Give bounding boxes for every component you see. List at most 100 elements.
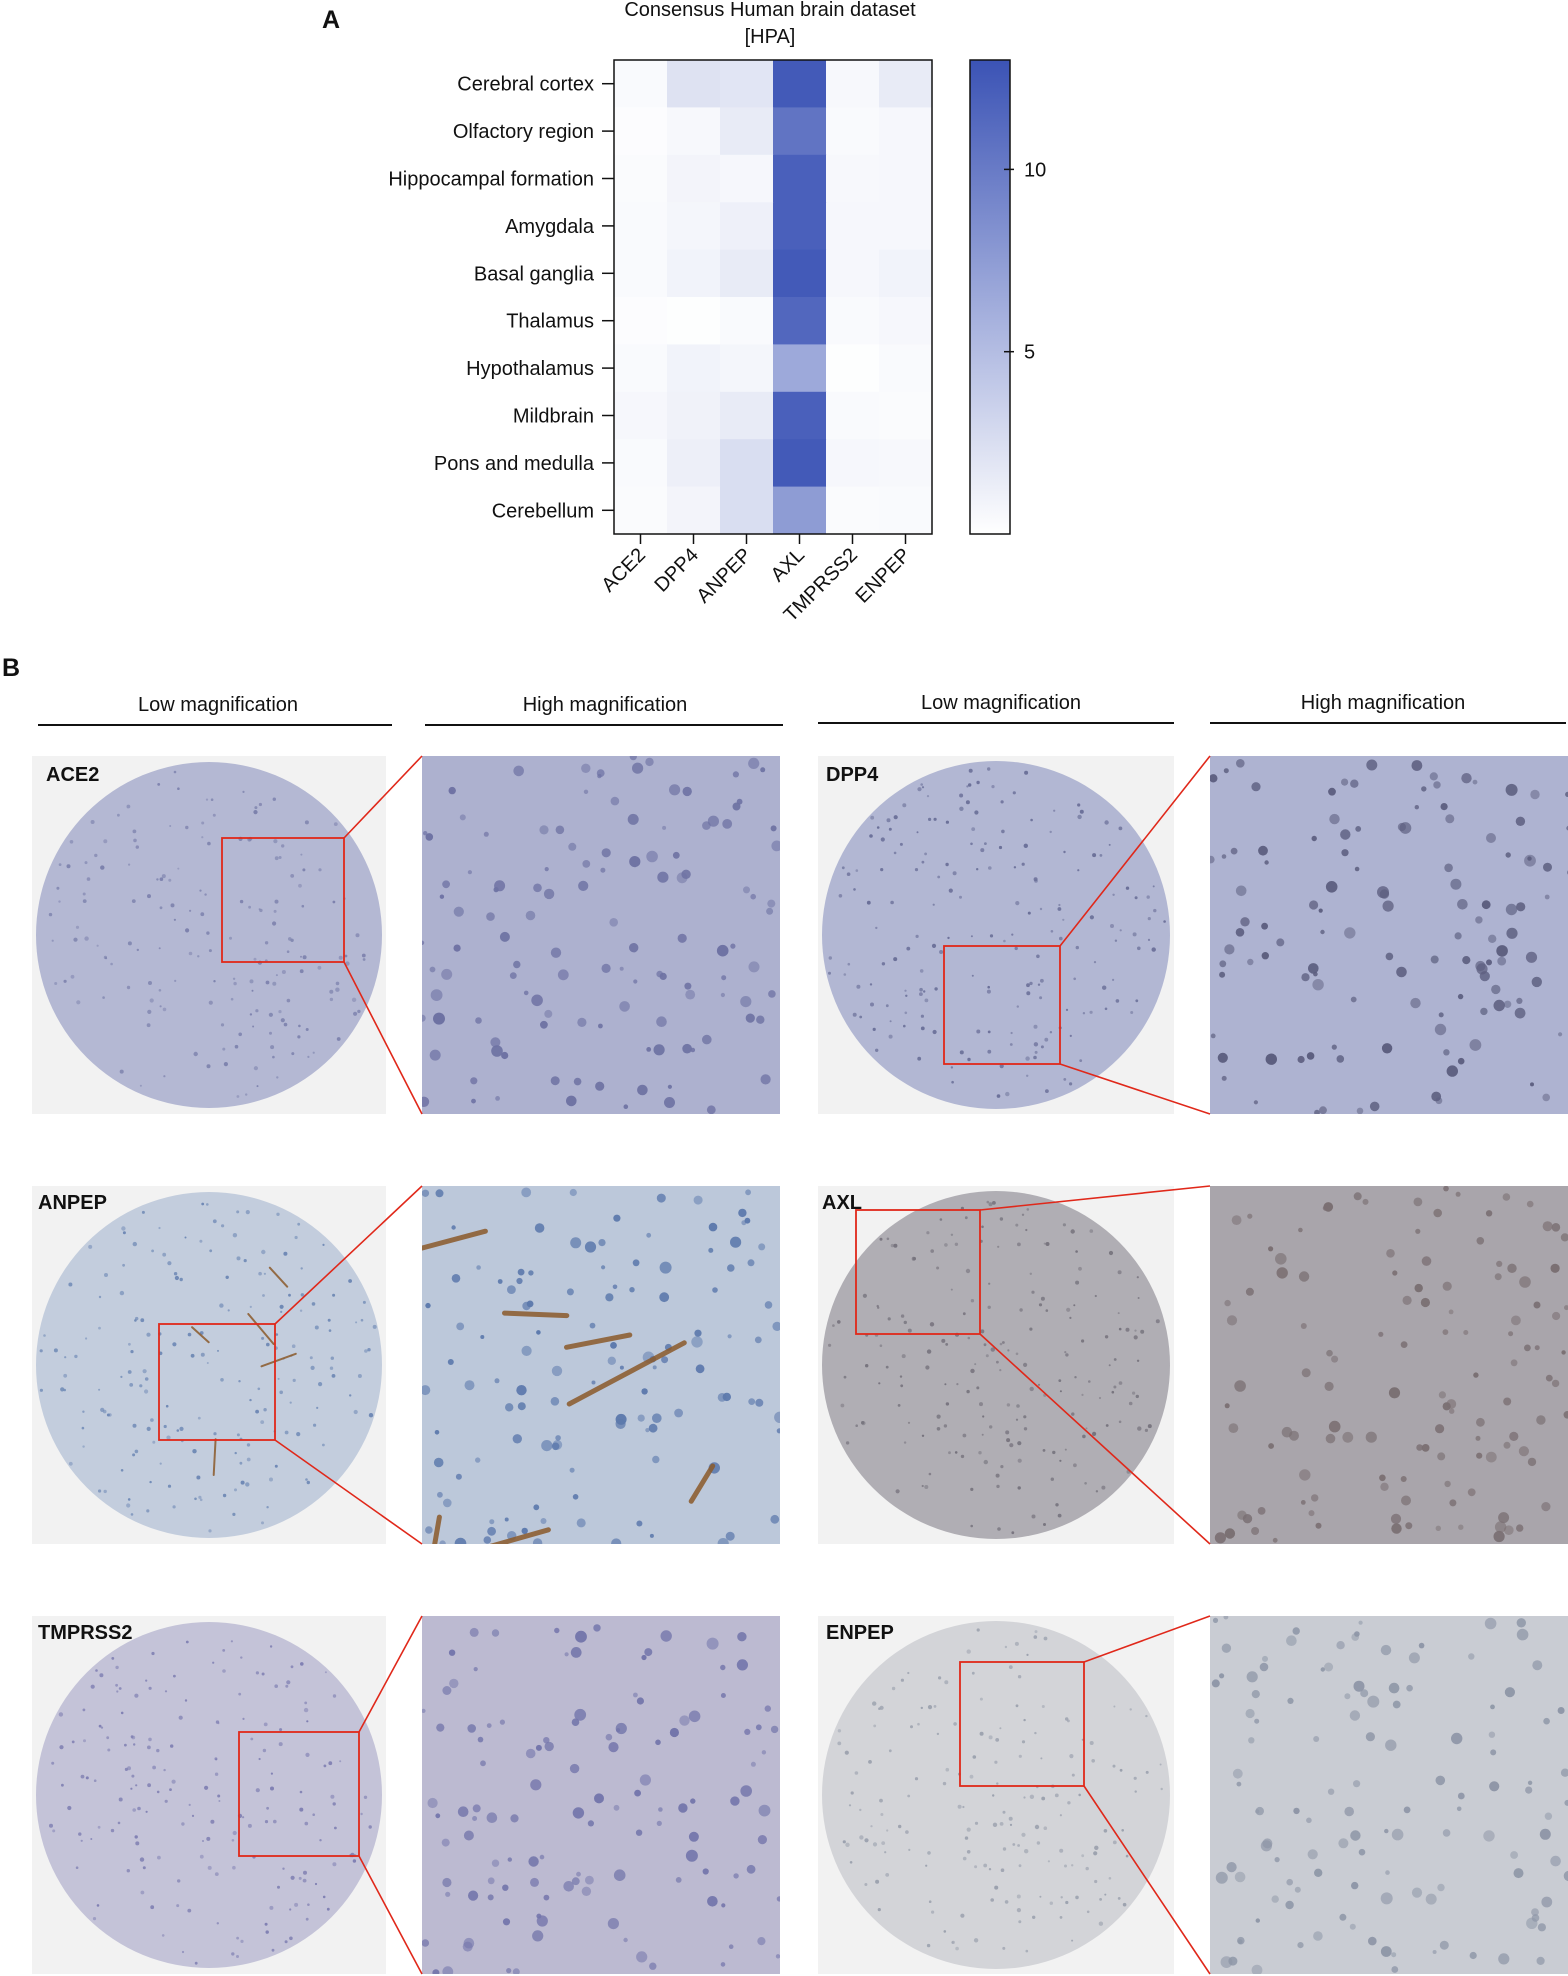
nucleus	[96, 1904, 100, 1907]
nucleus	[111, 1657, 115, 1660]
nucleus	[445, 1891, 451, 1897]
heatmap-cell	[614, 391, 668, 440]
nucleus	[217, 1794, 221, 1798]
nucleus	[353, 1011, 358, 1016]
nucleus	[770, 1514, 780, 1524]
nucleus	[264, 959, 268, 963]
nucleus	[1564, 1305, 1568, 1311]
nucleus	[1160, 1787, 1163, 1791]
nucleus	[238, 836, 243, 841]
nucleus	[1043, 1636, 1048, 1641]
nucleus	[1323, 1202, 1334, 1212]
nucleus	[1119, 929, 1122, 932]
row-label: Basal ganglia	[474, 263, 595, 285]
colorbar-tick-label: 5	[1024, 342, 1035, 364]
nucleus	[51, 939, 54, 942]
nucleus	[1019, 1308, 1023, 1312]
nucleus	[1060, 1896, 1063, 1899]
nucleus	[223, 1062, 228, 1067]
nucleus	[1117, 1897, 1121, 1900]
nucleus	[855, 1424, 858, 1427]
nucleus	[544, 1009, 553, 1018]
nucleus	[1221, 854, 1227, 859]
axl-low-magnification-image	[818, 1186, 1174, 1544]
nucleus	[329, 1366, 334, 1370]
nucleus	[1006, 1403, 1011, 1407]
nucleus	[298, 1876, 302, 1880]
heatmap-cell	[826, 202, 880, 251]
nucleus	[516, 1385, 527, 1396]
nucleus	[1016, 1404, 1020, 1408]
nucleus	[1065, 1008, 1069, 1011]
nucleus	[170, 903, 175, 908]
nucleus	[249, 1398, 252, 1402]
heatmap-figure: Consensus Human brain dataset [HPA] Cere…	[388, 0, 1046, 626]
nucleus	[292, 1378, 296, 1382]
nucleus	[1443, 1049, 1450, 1056]
nucleus	[240, 1939, 244, 1943]
nucleus	[232, 1865, 236, 1870]
nucleus	[600, 867, 606, 873]
nucleus	[903, 1441, 907, 1444]
nucleus	[1293, 1807, 1300, 1815]
nucleus	[1132, 932, 1137, 937]
nucleus	[919, 992, 923, 996]
nucleus	[669, 784, 681, 796]
nucleus	[1015, 1223, 1019, 1227]
nucleus	[1002, 1810, 1006, 1814]
nucleus	[879, 1344, 883, 1347]
nucleus	[1550, 1855, 1561, 1867]
nucleus	[140, 1890, 145, 1895]
nucleus	[919, 969, 924, 973]
nucleus	[637, 1414, 645, 1422]
panel-a-label: A	[322, 6, 341, 34]
nucleus	[214, 1872, 219, 1876]
nucleus	[169, 825, 172, 827]
nucleus	[238, 1692, 242, 1696]
nucleus	[1502, 1193, 1511, 1201]
row-label: Cerebellum	[492, 500, 594, 522]
nucleus	[774, 1411, 780, 1423]
nucleus	[1023, 1796, 1026, 1799]
nucleus	[875, 926, 878, 930]
nucleus	[1384, 1828, 1389, 1834]
nucleus	[507, 1857, 512, 1862]
nucleus	[181, 1822, 185, 1826]
nucleus	[906, 946, 911, 951]
nucleus	[82, 1445, 85, 1448]
nucleus	[920, 1014, 924, 1018]
nucleus	[868, 1760, 872, 1764]
nucleus	[748, 1398, 756, 1405]
nucleus	[903, 1024, 906, 1028]
nucleus	[284, 1430, 289, 1435]
nucleus	[513, 960, 521, 969]
nucleus	[720, 1664, 726, 1671]
nucleus	[107, 1748, 111, 1752]
nucleus	[1539, 1828, 1551, 1840]
nucleus	[945, 1402, 950, 1406]
nucleus	[908, 1848, 911, 1851]
nucleus	[1234, 1871, 1246, 1883]
nucleus	[960, 1206, 964, 1210]
nucleus	[1058, 1379, 1062, 1382]
nucleus	[1063, 1078, 1067, 1081]
nucleus	[455, 1473, 462, 1480]
nucleus	[1017, 1675, 1022, 1679]
nucleus	[983, 1343, 987, 1347]
nucleus	[68, 1282, 73, 1287]
nucleus	[989, 934, 994, 938]
nucleus	[1494, 1521, 1507, 1533]
nucleus	[1016, 1894, 1021, 1899]
nucleus	[92, 1917, 97, 1921]
nucleus	[1490, 1704, 1495, 1710]
nucleus	[263, 1722, 268, 1727]
low-magnification-header-right: Low magnification	[920, 692, 1082, 714]
nucleus	[39, 1349, 43, 1353]
nucleus	[422, 1096, 430, 1107]
nucleus	[1414, 1283, 1423, 1293]
nucleus	[934, 987, 938, 991]
high-magnification-header-right: High magnification	[1300, 692, 1466, 714]
nucleus	[156, 1748, 160, 1753]
nucleus	[1125, 1327, 1130, 1332]
nucleus	[957, 1804, 962, 1809]
